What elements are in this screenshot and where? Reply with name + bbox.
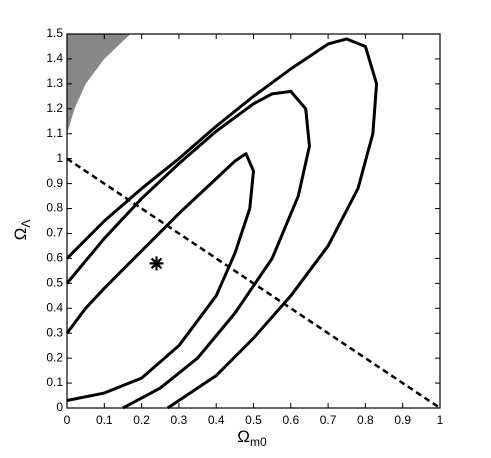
y-tick-label: 0.3 (46, 325, 63, 339)
x-tick-label: 1 (437, 413, 444, 427)
x-tick-label: 0.1 (96, 413, 113, 427)
flat-universe-line (66, 157, 441, 410)
confidence-contour (65, 89, 311, 410)
y-tick-label: 1.4 (46, 51, 63, 65)
y-tick-label: 0.4 (46, 300, 63, 314)
x-tick-label: 0.6 (282, 413, 299, 427)
y-tick-label: 0.5 (46, 276, 63, 290)
x-tick-label: 0.4 (208, 413, 225, 427)
excluded-region (67, 34, 131, 134)
x-tick-label: 0.2 (133, 413, 150, 427)
confidence-contour (65, 152, 255, 402)
y-tick-label: 0.7 (46, 226, 63, 240)
x-tick-label: 0 (64, 413, 71, 427)
best-fit-marker (149, 256, 164, 271)
marker-stroke (150, 257, 163, 270)
y-tick-label: 1.5 (46, 26, 63, 40)
y-tick-label: 0.6 (46, 251, 63, 265)
y-tick-label: 0 (56, 400, 63, 414)
x-tick-label: 0.7 (320, 413, 337, 427)
x-tick-label: 0.5 (245, 413, 262, 427)
y-tick-label: 0.2 (46, 350, 63, 364)
y-tick-label: 1.1 (46, 126, 63, 140)
confidence-contour (65, 37, 379, 410)
plot-frame (66, 33, 441, 409)
y-tick-label: 0.8 (46, 201, 63, 215)
x-label-main: Ω (237, 427, 250, 446)
x-tick-label: 0.3 (171, 413, 188, 427)
y-label-sub: Λ (19, 220, 33, 228)
x-label-sub: m0 (250, 435, 267, 449)
y-tick-label: 1.3 (46, 76, 63, 90)
x-axis-label: Ωm0 (237, 427, 267, 449)
y-tick-label: 1.2 (46, 101, 63, 115)
y-label-main: Ω (11, 228, 30, 241)
x-tick-label: 0.9 (394, 413, 411, 427)
y-tick-label: 1 (56, 151, 63, 165)
y-tick-label: 0.9 (46, 176, 63, 190)
y-tick-label: 0.1 (46, 375, 63, 389)
y-axis-label: ΩΛ (11, 220, 33, 241)
x-tick-label: 0.8 (357, 413, 374, 427)
